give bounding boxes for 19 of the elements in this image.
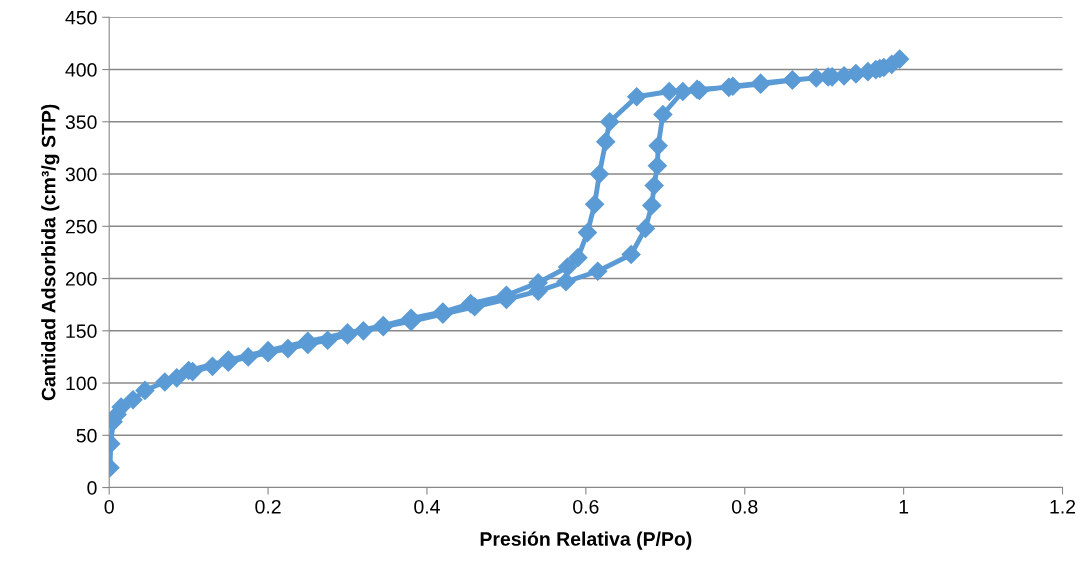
y-axis-title: Cantidad Adsorbida (cm³/g STP): [41, 104, 60, 401]
y-tick-label: 450: [65, 10, 97, 25]
y-tick-label: 50: [76, 428, 97, 443]
x-tick-label: 0.2: [255, 499, 281, 514]
x-tick-label: 0: [104, 499, 114, 514]
y-tick-label: 200: [65, 272, 97, 286]
y-tick-label: 250: [65, 219, 97, 234]
y-tick-label: 300: [65, 167, 97, 182]
y-tick-label: 150: [66, 324, 97, 339]
y-tick-label: 100: [66, 376, 97, 391]
x-tick-label: 1: [899, 500, 909, 514]
x-tick-label: 0.8: [731, 499, 758, 514]
x-tick-label: 1.2: [1050, 499, 1076, 514]
x-axis-title: Presión Relativa (P/Po): [480, 531, 692, 550]
y-tick-label: 0: [87, 481, 97, 495]
y-tick-label: 400: [65, 63, 97, 77]
x-tick-label: 0.6: [573, 499, 599, 514]
x-tick-label: 0.4: [414, 499, 440, 514]
y-tick-label: 350: [65, 115, 97, 130]
